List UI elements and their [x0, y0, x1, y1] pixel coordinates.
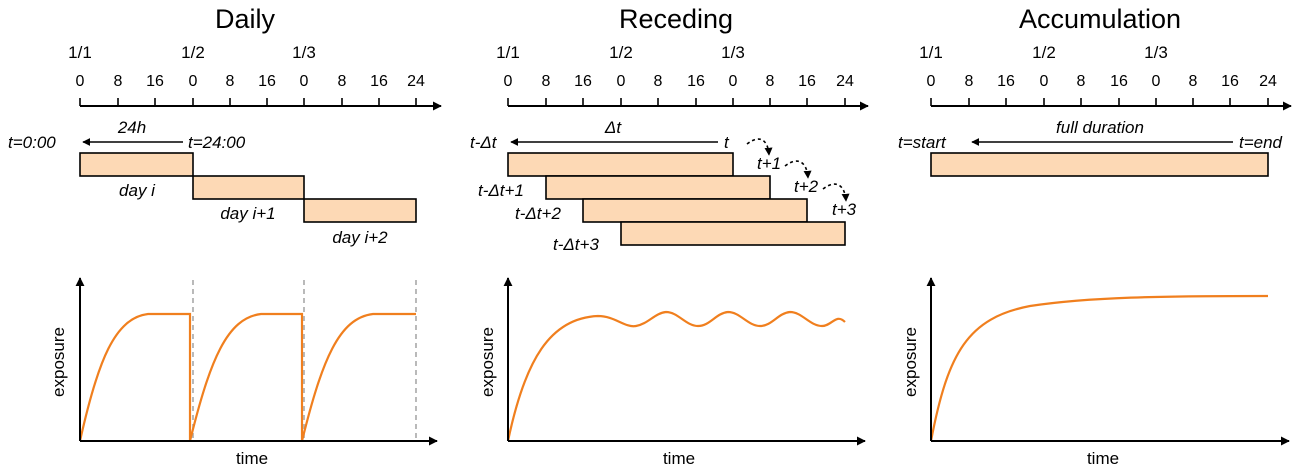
tick-label: 8 — [1189, 73, 1198, 90]
tick-label: 16 — [146, 73, 164, 90]
tick-label: 24 — [407, 73, 425, 90]
day-bar-label: day i — [119, 181, 156, 200]
window-end-label: t=end — [1239, 133, 1283, 152]
y-axis-label: exposure — [478, 327, 497, 397]
window-bar — [582, 198, 808, 223]
window-start-label: t-Δt+1 — [478, 181, 524, 200]
day-bar — [303, 198, 417, 223]
panel-receding: Receding 1/1 1/2 1/3 0 8 16 0 8 16 0 8 1… — [470, 4, 869, 468]
tick-label: 8 — [1077, 73, 1086, 90]
exposure-plot-daily: exposure time — [49, 277, 438, 468]
shift-arrow — [822, 183, 850, 202]
window-end-label: t+1 — [757, 154, 781, 173]
tick-label: 16 — [574, 73, 592, 90]
tick-label: 16 — [258, 73, 276, 90]
date-label: 1/2 — [609, 43, 633, 62]
tick-label: 8 — [766, 73, 775, 90]
exposure-curve — [78, 312, 416, 442]
panel-daily: Daily 1/1 1/2 1/3 0 8 16 0 8 16 0 8 16 2… — [8, 4, 442, 468]
date-label: 1/1 — [496, 43, 520, 62]
tick-label: 0 — [189, 73, 198, 90]
tick-marks — [79, 98, 417, 106]
date-label: 1/3 — [721, 43, 745, 62]
day-bar — [79, 152, 194, 177]
shift-arrow — [784, 160, 812, 179]
timeline-daily: 1/1 1/2 1/3 0 8 16 0 8 16 0 8 16 24 — [68, 43, 442, 111]
window-end-label: t+2 — [794, 177, 819, 196]
date-label: 1/2 — [181, 43, 205, 62]
panel-title-accumulation: Accumulation — [1019, 4, 1181, 34]
tick-label: 16 — [798, 73, 816, 90]
x-axis-label: time — [1087, 449, 1119, 468]
tick-label: 0 — [1152, 73, 1161, 90]
tick-label: 24 — [836, 73, 854, 90]
x-axis-label: time — [236, 449, 268, 468]
date-label: 1/1 — [68, 43, 92, 62]
window-bar — [620, 221, 846, 246]
tick-label: 16 — [1221, 73, 1239, 90]
panel-title-receding: Receding — [619, 4, 733, 34]
date-label: 1/3 — [292, 43, 316, 62]
tick-label: 0 — [76, 73, 85, 90]
window-start-label: t=0:00 — [8, 133, 56, 152]
tick-label: 0 — [504, 73, 513, 90]
tick-label: 8 — [338, 73, 347, 90]
y-axis-label: exposure — [49, 327, 68, 397]
window-span-label: 24h — [117, 118, 146, 137]
timeline-accumulation: 1/1 1/2 1/3 0 8 16 0 8 16 0 8 16 24 — [919, 43, 1292, 111]
tick-label: 8 — [226, 73, 235, 90]
exposure-curve — [929, 294, 1269, 442]
tick-label: 24 — [1259, 73, 1277, 90]
date-label: 1/1 — [919, 43, 943, 62]
window-start-label: t=start — [898, 133, 947, 152]
window-start-label: t-Δt — [470, 133, 498, 152]
tick-label: 0 — [1040, 73, 1049, 90]
tick-label: 0 — [300, 73, 309, 90]
tick-label: 0 — [729, 73, 738, 90]
tick-label: 8 — [542, 73, 551, 90]
full-duration-bar — [930, 152, 1269, 177]
window-start-label: t-Δt+3 — [553, 235, 599, 254]
tick-label: 0 — [617, 73, 626, 90]
exposure-curve — [506, 310, 846, 442]
tick-label: 16 — [997, 73, 1015, 90]
tick-label: 16 — [687, 73, 705, 90]
window-end-label: t — [724, 133, 730, 152]
tick-label: 8 — [654, 73, 663, 90]
window-bar — [545, 175, 771, 200]
window-span-label: Δt — [604, 118, 622, 137]
panel-accumulation: Accumulation 1/1 1/2 1/3 0 8 16 0 8 16 0… — [898, 4, 1292, 468]
tick-marks — [930, 98, 1269, 106]
tick-marks — [507, 98, 846, 106]
window-start-label: t-Δt+2 — [515, 204, 561, 223]
y-axis-label: exposure — [901, 327, 920, 397]
timeline-receding: 1/1 1/2 1/3 0 8 16 0 8 16 0 8 16 24 — [496, 43, 869, 111]
exposure-plot-accumulation: exposure time — [901, 277, 1290, 468]
day-bar-label: day i+1 — [220, 204, 275, 223]
window-bar — [507, 152, 734, 177]
tick-label: 8 — [965, 73, 974, 90]
tick-label: 16 — [1110, 73, 1128, 90]
date-label: 1/2 — [1032, 43, 1056, 62]
x-axis-label: time — [663, 449, 695, 468]
date-label: 1/3 — [1144, 43, 1168, 62]
exposure-plot-receding: exposure time — [478, 277, 866, 468]
panel-title-daily: Daily — [215, 4, 276, 34]
window-span-label: full duration — [1056, 118, 1144, 137]
window-end-label: t=24:00 — [188, 133, 246, 152]
day-bar — [192, 175, 305, 200]
tick-label: 16 — [370, 73, 388, 90]
window-end-label: t+3 — [832, 200, 857, 219]
tick-label: 8 — [114, 73, 123, 90]
day-bar-label: day i+2 — [332, 228, 388, 247]
shift-arrow — [746, 138, 773, 156]
tick-label: 0 — [927, 73, 936, 90]
